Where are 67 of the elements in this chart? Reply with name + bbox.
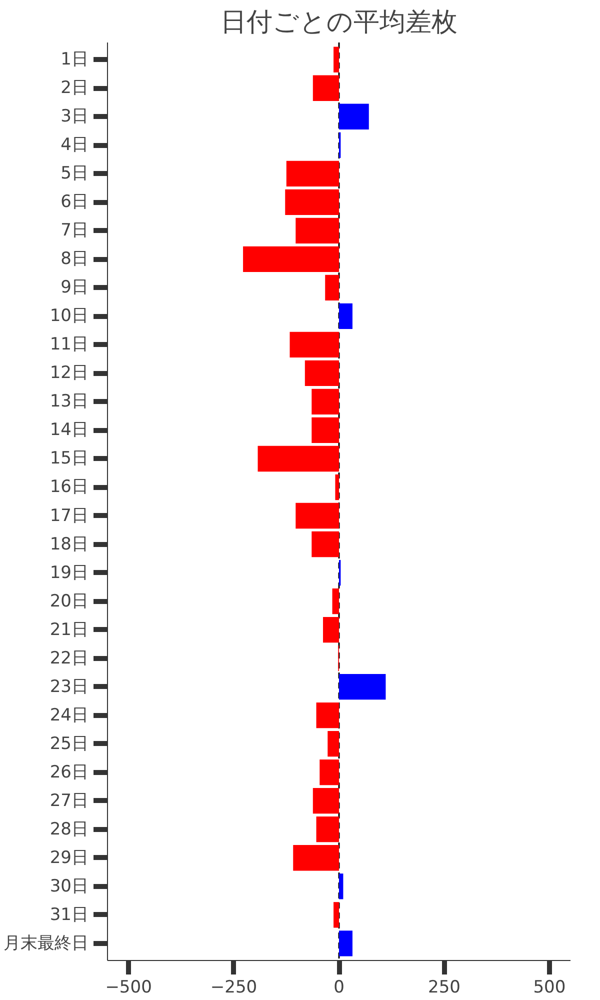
x-tick-label: 500: [533, 978, 566, 998]
bar: [339, 303, 352, 330]
y-tick-label: 19日: [50, 562, 89, 583]
x-tick-label: −250: [210, 978, 258, 998]
bar: [312, 531, 339, 558]
bar: [312, 788, 339, 814]
y-tick-label: 12日: [50, 363, 89, 384]
y-tick-label: 5日: [60, 164, 89, 184]
bar: [332, 588, 339, 614]
y-tick-label: 月末最終日: [4, 933, 88, 954]
bar: [293, 845, 339, 871]
bar: [286, 160, 339, 186]
bar: [312, 75, 339, 101]
y-tick-label: 31日: [50, 904, 89, 925]
y-tick-label: 27日: [50, 790, 89, 811]
y-tick-label: 21日: [50, 620, 89, 640]
y-tick-label: 2日: [60, 78, 89, 98]
y-tick-label: 13日: [50, 392, 89, 412]
y-tick-label: 1日: [60, 50, 89, 70]
bar: [296, 502, 339, 529]
y-tick-label: 24日: [50, 705, 89, 726]
y-tick-label: 17日: [50, 506, 89, 526]
bar: [312, 388, 339, 415]
y-tick-label: 6日: [60, 192, 89, 212]
bar: [312, 417, 339, 444]
bar: [296, 218, 339, 244]
chart-title: 日付ごとの平均差枚: [220, 8, 458, 38]
bar: [339, 930, 352, 956]
y-tick-label: 15日: [50, 448, 89, 469]
x-tick-label: 0: [334, 978, 344, 998]
y-tick-label: 20日: [50, 591, 89, 612]
bar: [334, 902, 339, 928]
y-tick-label: 10日: [50, 306, 89, 326]
bar: [323, 616, 339, 643]
y-tick-label: 22日: [50, 648, 89, 668]
y-tick-label: 11日: [50, 334, 89, 355]
y-tick-label: 23日: [50, 676, 89, 697]
y-tick-label: 16日: [50, 477, 89, 498]
y-tick-label: 25日: [50, 734, 89, 754]
bar: [304, 360, 339, 386]
y-tick-label: 4日: [60, 135, 89, 156]
y-tick-label: 29日: [50, 848, 89, 868]
y-tick-label: 30日: [50, 876, 89, 896]
bar: [243, 246, 339, 272]
bar: [334, 46, 339, 72]
y-tick-label: 28日: [50, 819, 89, 840]
x-tick-label: 250: [428, 978, 460, 998]
y-tick-label: 18日: [50, 534, 89, 554]
bar: [335, 474, 339, 500]
x-tick-label: −500: [105, 978, 152, 998]
bar: [320, 760, 339, 786]
y-tick-label: 26日: [50, 762, 89, 782]
bar: [316, 702, 339, 728]
bar: [316, 816, 339, 842]
y-tick-label: 14日: [50, 420, 89, 440]
bar: [339, 104, 369, 130]
y-tick-label: 7日: [60, 220, 89, 241]
y-tick-label: 8日: [60, 249, 89, 270]
y-tick-label: 3日: [60, 106, 89, 127]
bar: [339, 674, 386, 700]
bar: [258, 446, 339, 472]
bar: [328, 731, 339, 757]
bar: [325, 274, 339, 301]
bar: [285, 189, 339, 215]
y-tick-label: 9日: [60, 278, 89, 298]
bar: [339, 874, 344, 900]
bar: [290, 332, 339, 358]
